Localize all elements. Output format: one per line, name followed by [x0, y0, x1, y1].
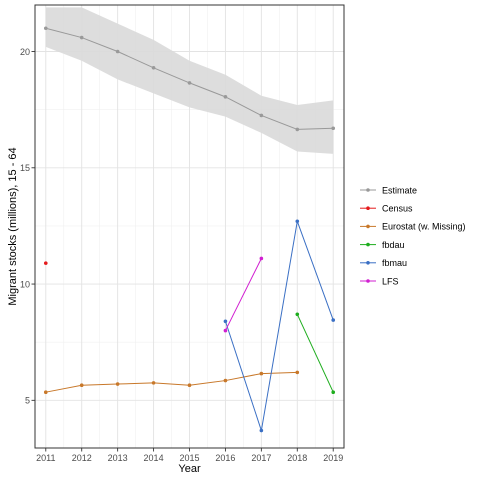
legend-key-point-fbmau — [366, 261, 370, 265]
data-point-estimate — [187, 81, 192, 85]
data-point-estimate — [79, 35, 84, 40]
data-point-fbdau — [295, 312, 300, 317]
data-point-fbmau — [223, 319, 228, 324]
legend-key-point-eurostat-w-missing — [366, 224, 370, 229]
data-point-fbmau — [259, 428, 264, 433]
legend-key-point-estimate — [366, 188, 370, 192]
data-point-estimate — [295, 127, 300, 132]
x-tick-label: 2019 — [323, 453, 343, 463]
axes: 2011 2012 2013 2014 2015 2016 2017 2018 2019 5 10 1… — [20, 4, 345, 463]
y-axis-label: Migrant stocks (millions), 15 - 64 — [7, 147, 19, 305]
series-line-fbmau — [224, 219, 334, 431]
data-point-eurostat-w-missing — [43, 390, 48, 394]
data-point-eurostat-w-missing — [223, 378, 228, 383]
data-point-estimate — [223, 95, 228, 99]
x-tick-label: 2013 — [108, 453, 128, 463]
legend-label-lfs: LFS — [382, 276, 399, 286]
data-point-estimate — [331, 126, 336, 131]
x-tick-label: 2012 — [72, 453, 92, 463]
x-tick-label: 2011 — [36, 453, 55, 463]
series-line-eurostat-w-missing — [45, 371, 298, 393]
legend-key-point-fbdau — [366, 242, 370, 247]
legend: Estimate Census Eurostat (w. Missing) fbdau… — [360, 185, 466, 286]
data-point-eurostat-w-missing — [151, 381, 156, 385]
data-point-estimate — [259, 113, 264, 118]
legend-key-point-census — [366, 206, 370, 210]
data-point-fbmau — [331, 318, 336, 322]
x-tick-label: 2014 — [144, 453, 164, 463]
legend-label-census: Census — [382, 204, 413, 214]
legend-label-estimate: Estimate — [382, 185, 417, 195]
data-point-eurostat-w-missing — [295, 370, 300, 375]
legend-key-point-lfs — [366, 279, 370, 283]
data-point-census — [43, 261, 48, 265]
data-point-lfs — [223, 328, 228, 333]
x-tick-label: 2015 — [179, 453, 199, 463]
legend-label-fbdau: fbdau — [382, 240, 405, 250]
legend-label-fbmau: fbmau — [382, 258, 407, 268]
series-line-fbdau — [296, 314, 334, 393]
plot-area — [35, 5, 344, 448]
y-tick-label: 10 — [20, 279, 30, 289]
data-point-eurostat-w-missing — [187, 383, 192, 388]
data-point-estimate — [43, 26, 48, 31]
data-point-lfs — [259, 256, 264, 261]
x-tick-label: 2018 — [287, 453, 307, 463]
data-point-estimate — [151, 65, 156, 70]
y-tick-label: 20 — [20, 47, 30, 57]
legend-label-eurostat-w-missing: Eurostat (w. Missing) — [382, 222, 466, 232]
y-tick-label: 15 — [20, 163, 30, 173]
x-tick-label: 2016 — [215, 453, 235, 463]
data-point-eurostat-w-missing — [79, 383, 84, 388]
data-point-eurostat-w-missing — [259, 371, 264, 376]
series-line-lfs — [224, 258, 262, 331]
x-axis-label: Year — [178, 463, 201, 475]
data-point-fbdau — [331, 390, 336, 394]
x-tick-label: 2017 — [251, 453, 271, 463]
data-point-eurostat-w-missing — [115, 382, 120, 386]
data-point-fbmau — [295, 219, 300, 224]
data-point-estimate — [115, 49, 120, 54]
y-tick-label: 5 — [25, 396, 30, 406]
